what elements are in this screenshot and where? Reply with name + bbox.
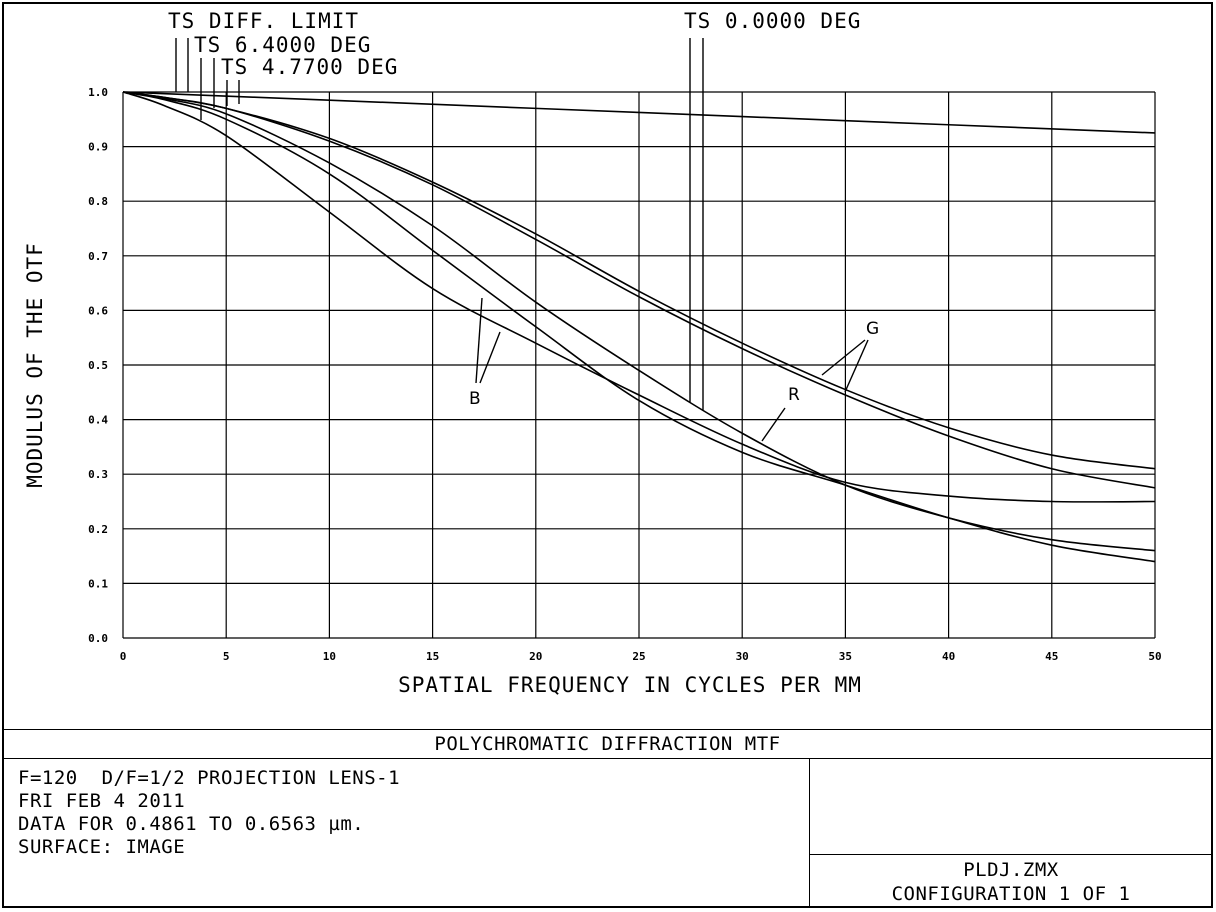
curve-label-g: G — [866, 319, 879, 339]
leader-r — [761, 407, 786, 442]
caption-vertical-divider — [809, 758, 810, 908]
legend-entry-0-deg: TS 0.0000 DEG — [684, 9, 861, 33]
y-tick-label-5: 0.5 — [88, 359, 108, 372]
mtf-curve-4 — [122, 91, 1156, 563]
grid — [122, 91, 1156, 639]
caption-top-divider — [2, 729, 1213, 730]
caption-configuration: CONFIGURATION 1 OF 1 — [891, 883, 1131, 905]
caption-info-line-2: FRI FEB 4 2011 — [18, 790, 186, 812]
mtf-chart: 0 5 10 15 20 25 30 35 40 45 50 0.0 0.1 0.2 0.3 0.4 0.5 0.… — [23, 9, 1162, 697]
x-tick-label-6: 30 — [736, 650, 749, 663]
leader-g-2 — [844, 339, 869, 393]
x-tick-label-8: 40 — [942, 650, 955, 663]
legend-markers — [175, 38, 869, 442]
y-tick-label-6: 0.6 — [88, 304, 108, 317]
mtf-curve-2 — [122, 91, 1156, 489]
caption-info-line-4: SURFACE: IMAGE — [18, 836, 186, 858]
caption-info-line-3: DATA FOR 0.4861 TO 0.6563 µm. — [18, 813, 365, 835]
leader-b-1 — [475, 297, 483, 384]
curves — [122, 91, 1156, 563]
leader-b-2 — [479, 331, 501, 384]
y-tick-label-0: 0.0 — [88, 632, 108, 645]
x-axis-label: SPATIAL FREQUENCY IN CYCLES PER MM — [398, 673, 862, 697]
y-tick-label-9: 0.9 — [88, 141, 108, 154]
x-tick-label-10: 50 — [1148, 650, 1161, 663]
legend-entry-4-77-deg: TS 4.7700 DEG — [221, 55, 398, 79]
curve-label-r: R — [788, 385, 800, 405]
caption-title: POLYCHROMATIC DIFFRACTION MTF — [434, 733, 781, 755]
y-tick-label-2: 0.2 — [88, 523, 108, 536]
caption-file-name: PLDJ.ZMX — [963, 859, 1059, 881]
x-tick-label-1: 5 — [223, 650, 230, 663]
y-tick-label-1: 0.1 — [88, 577, 108, 590]
caption-title-divider — [2, 758, 1213, 759]
x-tick-label-2: 10 — [323, 650, 336, 663]
tick-labels: 0 5 10 15 20 25 30 35 40 45 50 0.0 0.1 0.2 0.3 0.4 0.5 0.… — [88, 86, 1162, 663]
y-tick-label-8: 0.8 — [88, 195, 108, 208]
leader-g-1 — [821, 339, 866, 376]
caption-file-divider — [809, 854, 1213, 855]
mtf-curve-0 — [122, 91, 1156, 134]
y-tick-label-4: 0.4 — [88, 414, 108, 427]
x-tick-label-4: 20 — [529, 650, 542, 663]
x-tick-label-3: 15 — [426, 650, 439, 663]
y-axis-label: MODULUS OF THE OTF — [23, 242, 47, 488]
x-tick-label-0: 0 — [120, 650, 127, 663]
caption-info-line-1: F=120 D/F=1/2 PROJECTION LENS-1 — [18, 767, 401, 789]
mtf-curve-5 — [122, 91, 1156, 503]
curve-label-b: B — [469, 389, 481, 409]
x-tick-label-7: 35 — [839, 650, 852, 663]
x-tick-label-5: 25 — [632, 650, 645, 663]
y-tick-label-10: 1.0 — [88, 86, 108, 99]
x-tick-label-9: 45 — [1045, 650, 1058, 663]
legend-entry-diff-limit: TS DIFF. LIMIT — [168, 9, 359, 33]
legend-entry-6-4-deg: TS 6.4000 DEG — [194, 33, 371, 57]
y-tick-label-7: 0.7 — [88, 250, 108, 263]
y-tick-label-3: 0.3 — [88, 468, 108, 481]
